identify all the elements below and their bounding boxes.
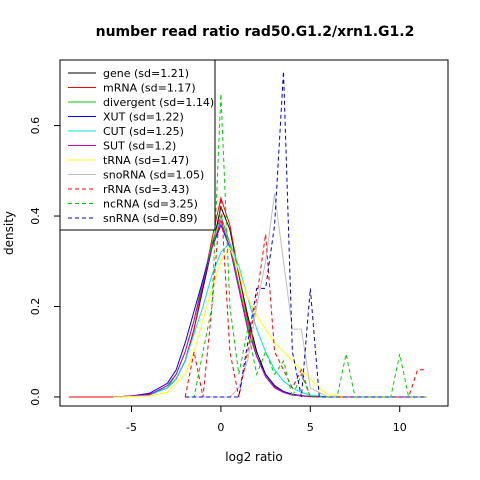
legend: gene (sd=1.21) mRNA (sd=1.17)divergent (s… (59, 59, 216, 231)
legend-label-2: divergent (sd=1.14) (103, 96, 214, 109)
legend-label-7: snoRNA (sd=1.05) (103, 169, 204, 182)
legend-label-5: SUT (sd=1.2) (103, 140, 176, 153)
legend-label-9: ncRNA (sd=3.25) (103, 198, 198, 211)
x-tick-label: 10 (393, 421, 407, 434)
legend-label-0: gene (sd=1.21) (103, 67, 189, 80)
series-line-8 (184, 197, 427, 398)
legend-label-4: CUT (sd=1.25) (103, 125, 184, 138)
legend-label-3: XUT (sd=1.22) (103, 111, 184, 124)
legend-label-8: rRNA (sd=3.43) (103, 183, 189, 196)
series-line-6 (113, 246, 347, 398)
legend-label-6: tRNA (sd=1.47) (103, 154, 189, 167)
y-tick-label: 0.4 (29, 207, 42, 225)
x-axis-label: log2 ratio (225, 450, 282, 464)
series-lines (68, 71, 427, 399)
series-line-4 (113, 242, 329, 398)
legend-label-10: snRNA (sd=0.89) (103, 212, 198, 225)
x-tick-label: 5 (307, 421, 314, 434)
x-axis: -5 0 5 10 (126, 406, 407, 434)
y-tick-label: 0.2 (29, 298, 42, 316)
y-tick-label: 0.6 (29, 117, 42, 135)
x-tick-label: 0 (217, 421, 224, 434)
legend-label-1: mRNA (sd=1.17) (103, 82, 196, 95)
y-axis: 0.0 0.2 0.4 0.6 (29, 117, 60, 406)
series-line-10 (185, 71, 427, 398)
y-axis-label: density (2, 211, 16, 255)
chart-title: number read ratio rad50.G1.2/xrn1.G1.2 (96, 24, 415, 40)
series-line-3 (113, 223, 329, 398)
y-tick-label: 0.0 (29, 388, 42, 406)
series-line-9 (185, 93, 427, 399)
x-tick-label: -5 (126, 421, 137, 434)
plot-frame (59, 59, 449, 407)
